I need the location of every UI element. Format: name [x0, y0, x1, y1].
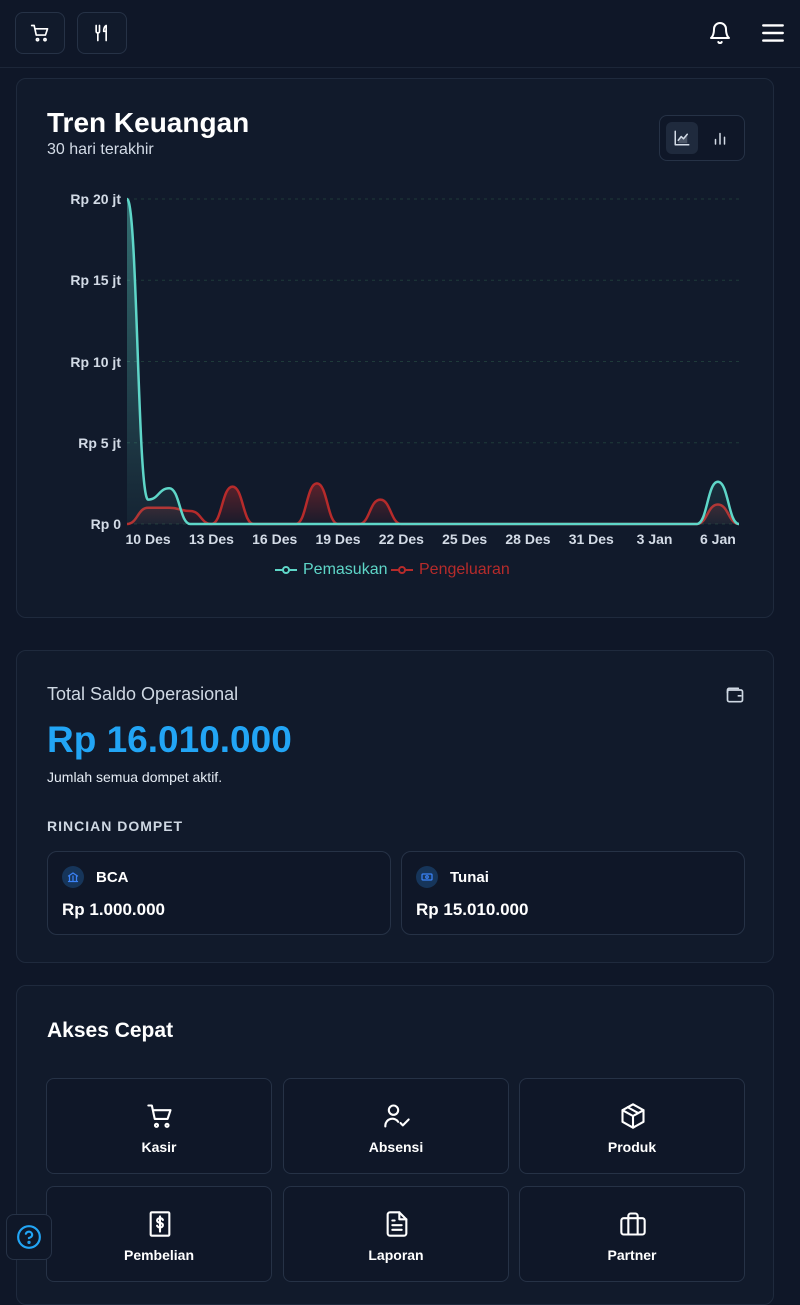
- top-bar: [0, 0, 800, 68]
- balance-card: Total Saldo Operasional Rp 16.010.000 Ju…: [16, 650, 774, 963]
- balance-value: Rp 16.010.000: [47, 719, 292, 760]
- quick-access-card: Akses Cepat Kasir Absensi Produk Pembeli…: [16, 985, 774, 1305]
- quick-access-partner[interactable]: Partner: [519, 1186, 745, 1282]
- bar-chart-icon: [714, 132, 726, 145]
- area-chart-icon: [674, 130, 690, 146]
- legend-pengeluaran-label: Pengeluaran: [419, 561, 510, 578]
- restaurant-button[interactable]: [77, 12, 127, 54]
- wallet-icon: [726, 687, 744, 703]
- box-icon: [621, 1103, 645, 1129]
- x-tick-label: 6 Jan: [699, 531, 736, 547]
- series-line-pemasukan: [125, 197, 740, 526]
- quick-access-pembelian[interactable]: Pembelian: [46, 1186, 272, 1282]
- help-icon: [17, 1225, 41, 1249]
- x-tick-label: 3 Jan: [636, 531, 673, 547]
- quick-access-laporan[interactable]: Laporan: [283, 1186, 509, 1282]
- y-tick-label: Rp 10 jt: [70, 353, 121, 370]
- quick-access-absensi[interactable]: Absensi: [283, 1078, 509, 1174]
- series-line-pengeluaran: [126, 482, 740, 526]
- balance-note: Jumlah semua dompet aktif.: [47, 769, 223, 785]
- quick-access-kasir[interactable]: Kasir: [46, 1078, 272, 1174]
- balance-label: Total Saldo Operasional: [47, 684, 239, 704]
- quick-access-label: Absensi: [368, 1139, 424, 1155]
- quick-access-produk[interactable]: Produk: [519, 1078, 745, 1174]
- cart-icon: [147, 1104, 172, 1128]
- wallet-name: Tunai: [450, 869, 489, 886]
- finance-trend-card: Tren Keuangan 30 hari terakhir Rp 0 Rp 5 …: [16, 78, 774, 618]
- wallet-breakdown-title: RINCIAN DOMPET: [47, 818, 184, 834]
- x-tick-label: 31 Des: [568, 531, 614, 547]
- series-area-pengeluaran: [127, 483, 739, 524]
- bar-view-button[interactable]: [704, 122, 736, 154]
- chart-view-toggle: [659, 115, 745, 161]
- notification-button[interactable]: [707, 20, 733, 46]
- quick-access-label: Produk: [607, 1139, 657, 1155]
- briefcase-icon: [620, 1212, 646, 1236]
- quick-access-label: Partner: [607, 1247, 657, 1263]
- legend-pemasukan-marker: [275, 566, 297, 574]
- wallet-amount: Rp 15.010.000: [416, 900, 529, 919]
- wallet-item-tunai[interactable]: Tunai Rp 15.010.000: [401, 851, 745, 935]
- y-tick-label: Rp 15 jt: [70, 272, 121, 289]
- menu-button[interactable]: [760, 20, 786, 46]
- utensils-icon: [95, 24, 107, 42]
- quick-access-label: Laporan: [368, 1247, 424, 1263]
- y-tick-label: Rp 20 jt: [70, 191, 121, 207]
- receipt-icon: [149, 1211, 171, 1237]
- chart-subtitle: 30 hari terakhir: [47, 141, 154, 158]
- legend-pengeluaran[interactable]: Pengeluaran: [391, 561, 510, 579]
- wallet-name: BCA: [96, 869, 129, 886]
- wallet-item-bca[interactable]: BCA Rp 1.000.000: [47, 851, 391, 935]
- user-check-icon: [384, 1104, 410, 1128]
- x-tick-label: 22 Des: [378, 531, 424, 547]
- wallet-amount: Rp 1.000.000: [62, 900, 166, 919]
- legend-pemasukan-label: Pemasukan: [303, 561, 388, 578]
- quick-access-label: Pembelian: [123, 1247, 195, 1263]
- cart-icon: [30, 24, 49, 42]
- x-tick-label: 28 Des: [505, 531, 551, 547]
- x-tick-label: 19 Des: [315, 531, 361, 547]
- help-button[interactable]: [6, 1214, 52, 1260]
- x-tick-label: 16 Des: [252, 531, 298, 547]
- cash-icon: [416, 866, 438, 888]
- x-tick-label: 13 Des: [188, 531, 234, 547]
- y-tick-label: Rp 0: [90, 516, 121, 532]
- x-tick-label: 25 Des: [442, 531, 488, 547]
- x-tick-label: 10 Des: [125, 531, 171, 547]
- quick-access-title: Akses Cepat: [47, 1019, 174, 1042]
- wallet-button[interactable]: [725, 685, 745, 710]
- area-view-button[interactable]: [666, 122, 698, 154]
- legend-pengeluaran-marker: [391, 566, 413, 574]
- finance-area-chart: [125, 197, 740, 526]
- menu-icon: [762, 24, 784, 42]
- quick-access-label: Kasir: [141, 1139, 177, 1155]
- bell-icon: [710, 22, 730, 45]
- y-tick-label: Rp 5 jt: [78, 434, 121, 451]
- chart-title: Tren Keuangan: [47, 107, 250, 138]
- document-icon: [386, 1211, 408, 1237]
- cart-button[interactable]: [15, 12, 65, 54]
- legend-pemasukan[interactable]: Pemasukan: [275, 561, 388, 579]
- bank-icon: [62, 866, 84, 888]
